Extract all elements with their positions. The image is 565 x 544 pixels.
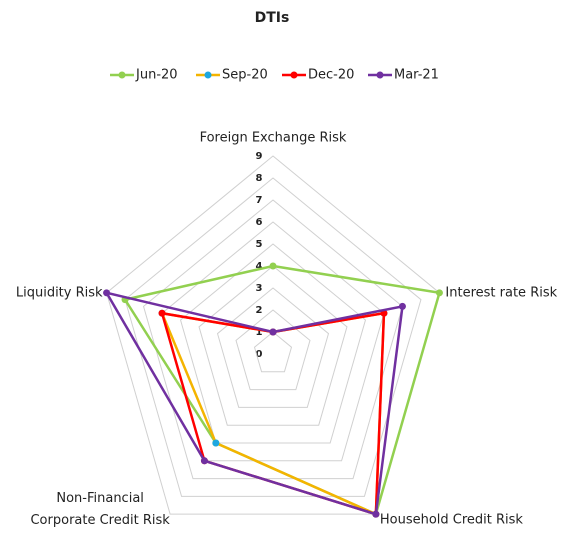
tick-label: 4 xyxy=(256,261,263,272)
tick-label: 3 xyxy=(256,283,263,294)
axis-label: Non-Financial Corporate Credit Risk xyxy=(30,491,170,528)
legend-label: Jun-20 xyxy=(135,68,178,83)
tick-label: 7 xyxy=(256,195,263,206)
axis-label: Liquidity Risk xyxy=(16,285,103,300)
legend-marker xyxy=(118,71,126,79)
series-line xyxy=(104,290,404,516)
marker xyxy=(200,457,208,465)
grid-ring xyxy=(253,331,293,373)
tick-label: 0 xyxy=(256,349,263,360)
series-line xyxy=(160,311,386,517)
marker xyxy=(103,289,111,297)
legend-marker xyxy=(290,71,298,79)
grid-ring xyxy=(235,309,311,391)
grid-ring xyxy=(124,177,422,497)
grid-ring xyxy=(179,243,367,444)
grid-ring xyxy=(216,287,330,408)
tick-label: 1 xyxy=(256,327,263,338)
marker xyxy=(269,328,277,336)
marker xyxy=(372,510,380,518)
tick-label: 2 xyxy=(256,305,263,316)
grid-ring xyxy=(161,221,385,462)
axis-label: Household Credit Risk xyxy=(380,513,524,528)
tick-label: 9 xyxy=(256,151,263,162)
grid-ring xyxy=(142,199,404,480)
tick-label: 8 xyxy=(256,173,263,184)
legend-label: Sep-20 xyxy=(222,68,268,83)
marker xyxy=(398,302,406,310)
series-line xyxy=(160,311,386,516)
tick-label: 6 xyxy=(256,217,263,228)
marker xyxy=(212,439,220,447)
marker xyxy=(158,309,166,317)
marker xyxy=(269,262,277,270)
marker xyxy=(435,289,443,297)
legend-marker xyxy=(204,71,212,79)
axis-label: Interest rate Risk xyxy=(445,285,557,300)
grid-ring xyxy=(105,155,441,515)
axis-label: Foreign Exchange Risk xyxy=(200,131,347,146)
legend-label: Dec-20 xyxy=(308,68,354,83)
tick-label: 5 xyxy=(256,239,263,250)
chart-title: DTIs xyxy=(255,10,290,26)
legend-marker xyxy=(376,71,384,79)
legend-label: Mar-21 xyxy=(394,68,439,83)
